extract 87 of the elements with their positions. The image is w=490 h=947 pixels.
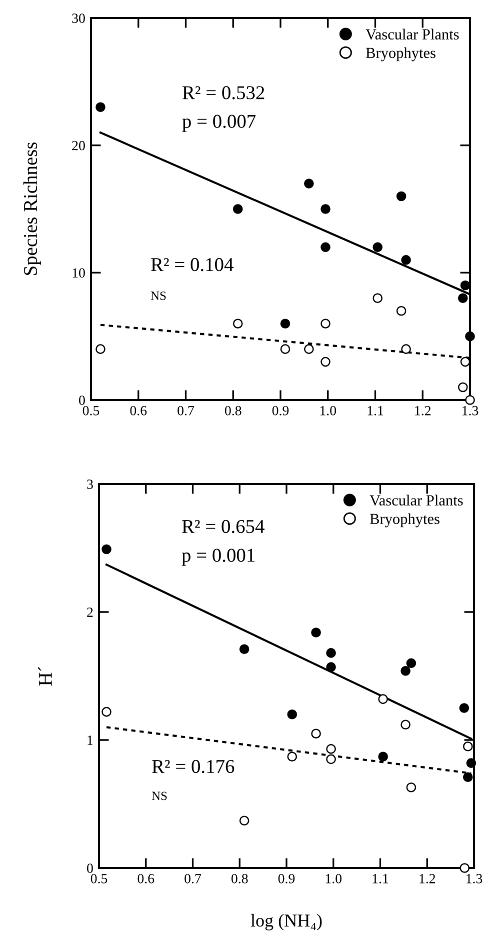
point [96, 102, 106, 112]
x-tick-label: 0.9 [272, 406, 289, 416]
annotation: R² = 0.654 [182, 520, 264, 534]
x-tick-label: 1.1 [372, 874, 388, 884]
point [280, 318, 290, 329]
x-tick-label: 0.5 [90, 874, 108, 884]
annotation: p = 0.001 [182, 548, 254, 566]
point [232, 318, 243, 329]
x-tick-label: 0.9 [278, 874, 295, 884]
point [239, 644, 250, 654]
point [326, 662, 336, 672]
point [378, 694, 388, 704]
x-tick-label: 0.6 [130, 406, 147, 416]
x-tick-label: 1.3 [466, 874, 482, 884]
point [458, 293, 468, 304]
point [320, 356, 330, 367]
x-tick-label: 1.2 [420, 874, 436, 884]
point [320, 242, 330, 252]
point [304, 344, 314, 354]
legend-label: Vascular Plants [366, 28, 459, 40]
point [465, 395, 475, 405]
x-axis-title: log (NH₄) [250, 914, 322, 930]
point [287, 752, 298, 762]
point [465, 331, 475, 342]
y-tick-label: 0 [87, 864, 93, 873]
y-tick-label: 3 [87, 480, 93, 489]
x-tick-label: 0.8 [224, 406, 242, 416]
annotation: R² = 0.104 [151, 258, 234, 272]
point [311, 628, 321, 638]
point [466, 758, 476, 768]
x-tick-label: 0.5 [82, 406, 100, 416]
point [400, 666, 410, 676]
legend-label: Bryophytes [366, 47, 436, 62]
x-tick-label: 1.3 [462, 406, 478, 416]
y-axis-title: Species Richness [23, 142, 41, 275]
point [401, 255, 411, 265]
point [460, 356, 470, 367]
point [287, 709, 298, 720]
y-axis-title: H´ [38, 666, 52, 686]
x-tick-label: 1.2 [415, 406, 431, 416]
point [372, 293, 383, 304]
point [372, 242, 383, 252]
x-tick-label: 1.0 [326, 874, 342, 884]
annotation: NS [152, 792, 167, 800]
x-tick-label: 0.8 [231, 874, 248, 884]
y-tick-label: 10 [72, 268, 85, 278]
annotation: NS [150, 292, 166, 300]
x-tick-label: 1.0 [320, 406, 336, 416]
x-tick-label: 1.1 [368, 406, 384, 416]
legend-label: Bryophytes [370, 513, 440, 528]
y-tick-label: 30 [72, 14, 85, 23]
x-tick-label: 0.7 [178, 406, 194, 416]
point [239, 816, 250, 826]
point [304, 178, 314, 188]
point [102, 544, 112, 554]
point [96, 344, 106, 354]
point [401, 344, 411, 354]
annotation: R² = 0.176 [152, 760, 234, 774]
point [463, 772, 473, 782]
y-tick-label: 0 [79, 396, 85, 405]
y-tick-label: 20 [72, 140, 85, 150]
x-tick-label: 0.7 [184, 874, 202, 884]
point [459, 703, 470, 713]
point [396, 306, 406, 316]
point [460, 280, 470, 290]
point [458, 382, 468, 392]
point [400, 720, 410, 730]
y-tick-label: 2 [87, 608, 93, 617]
point [326, 754, 336, 764]
point [326, 648, 336, 658]
point [326, 744, 336, 754]
annotation: R² = 0.532 [182, 86, 264, 100]
point [280, 344, 290, 354]
annotation: p = 0.007 [182, 114, 256, 132]
y-tick-label: 1 [88, 736, 93, 745]
point [378, 752, 388, 762]
point [311, 728, 321, 739]
point [396, 191, 406, 202]
legend-label: Vascular Plants [370, 494, 463, 506]
x-tick-label: 0.6 [138, 874, 154, 884]
point [406, 658, 416, 668]
point [460, 863, 470, 873]
point [320, 318, 330, 329]
point [320, 204, 330, 214]
point [102, 706, 112, 717]
point [406, 782, 416, 792]
point [232, 204, 243, 214]
